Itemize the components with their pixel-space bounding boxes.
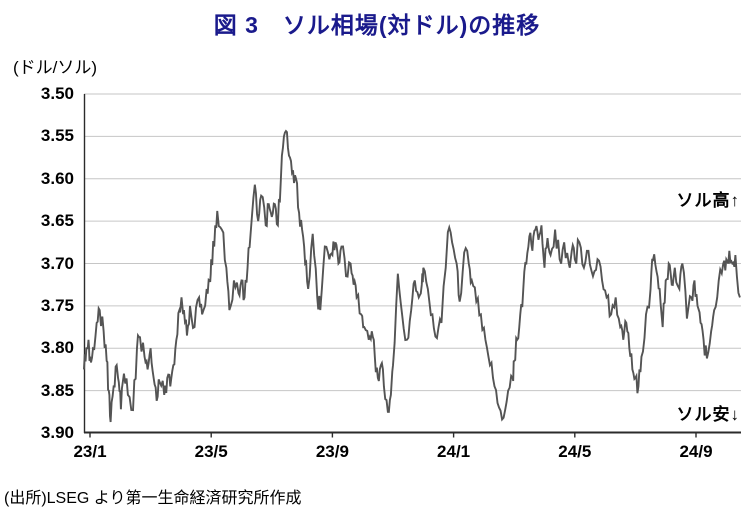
x-axis-label: 23/1 — [73, 442, 107, 461]
annotation-sol-low: ソル安↓ — [676, 405, 740, 424]
y-axis-unit-label: (ドル/ソル) — [13, 58, 98, 77]
y-axis-label: 3.70 — [40, 253, 74, 273]
y-axis-label: 3.75 — [40, 295, 74, 315]
y-axis-label: 3.55 — [40, 126, 74, 146]
source-note: (出所)LSEG より第一生命経済研究所作成 — [4, 490, 302, 507]
y-axis-label: 3.65 — [40, 211, 74, 231]
y-axis-label: 3.80 — [40, 338, 74, 358]
data-line-usd-pen — [82, 129, 741, 423]
chart-title: 図 3 ソル相場(対ドル)の推移 — [213, 12, 541, 38]
x-axis-label: 24/9 — [679, 442, 713, 461]
annotation-sol-high: ソル高↑ — [676, 191, 740, 210]
y-axis-label: 3.50 — [40, 84, 74, 103]
y-axis-label: 3.60 — [40, 168, 74, 188]
y-axis-label: 3.85 — [40, 380, 74, 400]
x-axis-label: 24/5 — [558, 442, 592, 461]
x-axis-label: 23/9 — [315, 442, 349, 461]
x-axis-label: 23/5 — [194, 442, 228, 461]
x-axis-label: 24/1 — [437, 442, 471, 461]
y-axis-label: 3.90 — [40, 423, 74, 442]
